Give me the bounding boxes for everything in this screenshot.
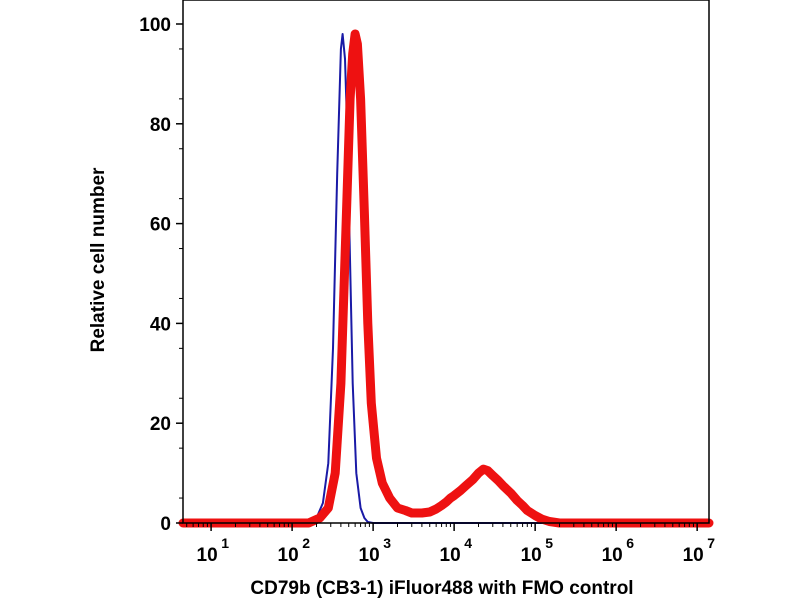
x-tick-label-1: 10 [197, 545, 218, 566]
x-tick-label-4: 10 [440, 545, 461, 566]
x-axis-title: CD79b (CB3-1) iFluor488 with FMO control [250, 578, 633, 599]
x-tick-label-7: 10 [683, 545, 704, 566]
series-layer [178, 29, 714, 528]
y-tick-label-0: 0 [160, 514, 171, 535]
x-tick-exponent-1: 1 [221, 535, 229, 551]
series-2-line [178, 29, 714, 528]
x-tick-exponent-2: 2 [302, 535, 310, 551]
x-tick-exponent-6: 6 [626, 535, 634, 551]
y-axis-title: Relative cell number [88, 167, 109, 352]
series-1-line [182, 33, 710, 524]
y-tick-label-40: 40 [150, 314, 171, 335]
y-tick-label-20: 20 [150, 414, 171, 435]
x-tick-exponent-7: 7 [707, 535, 715, 551]
plot-frame [182, 0, 710, 524]
x-tick-exponent-4: 4 [464, 535, 472, 551]
x-tick-exponent-5: 5 [545, 535, 553, 551]
x-tick-label-6: 10 [602, 545, 623, 566]
y-tick-label-80: 80 [150, 115, 171, 136]
x-tick-label-2: 10 [278, 545, 299, 566]
x-tick-label-5: 10 [521, 545, 542, 566]
x-tick-label-3: 10 [359, 545, 380, 566]
y-tick-label-60: 60 [150, 215, 171, 236]
y-tick-label-100: 100 [139, 15, 171, 36]
x-tick-exponent-3: 3 [383, 535, 391, 551]
